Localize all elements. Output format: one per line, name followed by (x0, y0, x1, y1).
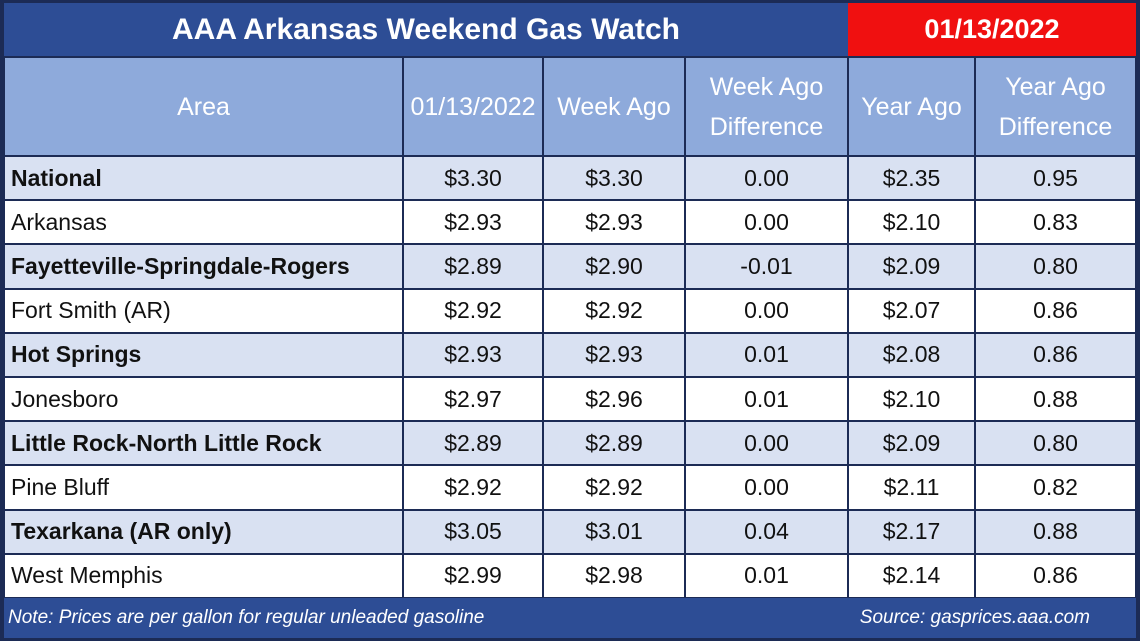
price-cell: $2.98 (543, 553, 685, 598)
area-cell: Hot Springs (4, 332, 403, 377)
area-cell: West Memphis (4, 553, 403, 598)
column-header: Week Ago Difference (685, 57, 848, 156)
column-header: Year Ago Difference (975, 57, 1136, 156)
title: AAA Arkansas Weekend Gas Watch (4, 3, 848, 56)
column-header: Year Ago (848, 57, 975, 156)
price-cell: 0.86 (975, 332, 1136, 377)
price-cell: 0.00 (685, 200, 848, 245)
price-cell: $2.09 (848, 421, 975, 466)
area-cell: Fayetteville-Springdale-Rogers (4, 244, 403, 289)
column-header: 01/13/2022 (403, 57, 543, 156)
price-cell: 0.00 (685, 288, 848, 333)
area-cell: Little Rock-North Little Rock (4, 421, 403, 466)
price-cell: 0.83 (975, 200, 1136, 245)
price-cell: $2.96 (543, 377, 685, 422)
area-cell: Jonesboro (4, 377, 403, 422)
price-cell: $2.14 (848, 553, 975, 598)
price-cell: $2.92 (543, 465, 685, 510)
price-cell: 0.80 (975, 421, 1136, 466)
price-cell: $2.97 (403, 377, 543, 422)
price-cell: $2.92 (403, 288, 543, 333)
price-cell: 0.01 (685, 553, 848, 598)
price-cell: 0.00 (685, 465, 848, 510)
source: Source: gasprices.aaa.com (564, 598, 1136, 638)
column-header: Area (4, 57, 403, 156)
price-cell: 0.95 (975, 156, 1136, 201)
area-cell: Pine Bluff (4, 465, 403, 510)
price-cell: $2.92 (403, 465, 543, 510)
note: Note: Prices are per gallon for regular … (4, 598, 564, 638)
area-cell: Fort Smith (AR) (4, 288, 403, 333)
price-cell: $3.01 (543, 509, 685, 554)
price-cell: $2.07 (848, 288, 975, 333)
area-cell: Texarkana (AR only) (4, 509, 403, 554)
price-cell: $2.99 (403, 553, 543, 598)
price-cell: $2.17 (848, 509, 975, 554)
column-header: Week Ago (543, 57, 685, 156)
price-cell: 0.86 (975, 553, 1136, 598)
price-cell: $2.93 (543, 200, 685, 245)
price-cell: $2.93 (543, 332, 685, 377)
price-cell: $2.09 (848, 244, 975, 289)
price-cell: $3.30 (403, 156, 543, 201)
price-cell: 0.88 (975, 377, 1136, 422)
price-cell: $2.35 (848, 156, 975, 201)
price-cell: 0.82 (975, 465, 1136, 510)
price-cell: $2.89 (403, 421, 543, 466)
price-cell: $2.11 (848, 465, 975, 510)
price-cell: $3.30 (543, 156, 685, 201)
price-cell: $2.89 (543, 421, 685, 466)
price-cell: 0.01 (685, 332, 848, 377)
date: 01/13/2022 (848, 3, 1136, 56)
price-cell: $2.10 (848, 200, 975, 245)
price-cell: $2.08 (848, 332, 975, 377)
price-cell: $2.93 (403, 332, 543, 377)
price-cell: 0.00 (685, 421, 848, 466)
price-cell: 0.88 (975, 509, 1136, 554)
price-cell: 0.01 (685, 377, 848, 422)
price-cell: 0.04 (685, 509, 848, 554)
price-cell: 0.86 (975, 288, 1136, 333)
price-cell: $2.92 (543, 288, 685, 333)
price-cell: $2.89 (403, 244, 543, 289)
price-cell: $2.90 (543, 244, 685, 289)
price-cell: $2.10 (848, 377, 975, 422)
price-cell: 0.80 (975, 244, 1136, 289)
price-cell: $3.05 (403, 509, 543, 554)
area-cell: Arkansas (4, 200, 403, 245)
price-cell: 0.00 (685, 156, 848, 201)
price-cell: -0.01 (685, 244, 848, 289)
price-cell: $2.93 (403, 200, 543, 245)
area-cell: National (4, 156, 403, 201)
